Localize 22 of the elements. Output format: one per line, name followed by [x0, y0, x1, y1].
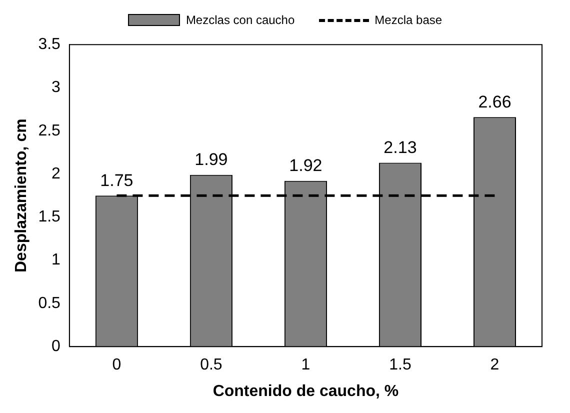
y-axis-title: Desplazamiento, cm: [13, 118, 30, 273]
y-tick-label: 1: [52, 252, 61, 269]
data-label: 1.75: [100, 170, 134, 190]
legend-label: Mezcla base: [374, 13, 442, 27]
y-tick-label: 2.5: [38, 122, 61, 140]
data-label: 1.92: [289, 156, 322, 176]
x-tick-label: 1.5: [389, 356, 412, 374]
data-label: 2.66: [478, 92, 512, 112]
legend-label: Mezclas con caucho: [186, 13, 295, 27]
y-tick-label: 1.5: [38, 208, 61, 226]
data-label: 2.13: [384, 138, 417, 157]
y-tick-label: 2: [52, 165, 61, 182]
data-label: 1.99: [194, 150, 228, 170]
y-tick-label: 3.5: [38, 36, 61, 54]
x-tick-label: 0.5: [200, 356, 222, 374]
x-tick-label: 2: [490, 356, 500, 374]
y-tick-label: 3: [52, 79, 61, 96]
x-tick-label: 0: [112, 356, 122, 374]
y-tick-label: 0: [52, 338, 61, 356]
x-tick-label: 1: [301, 356, 310, 374]
y-tick-label: 0.5: [38, 294, 61, 312]
x-axis-title: Contenido de caucho, %: [212, 382, 399, 400]
